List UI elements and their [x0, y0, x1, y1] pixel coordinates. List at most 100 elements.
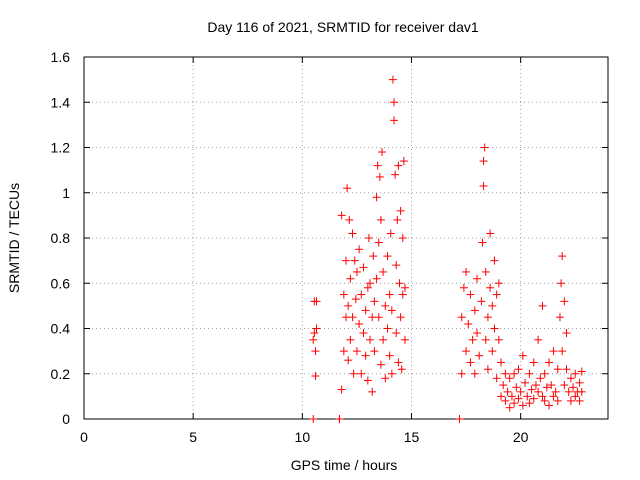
- data-point: [339, 290, 348, 299]
- data-points: [309, 75, 586, 423]
- data-point: [396, 313, 405, 322]
- data-point: [518, 401, 527, 410]
- data-point: [312, 324, 321, 333]
- data-point: [387, 369, 396, 378]
- x-axis-title: GPS time / hours: [291, 457, 398, 473]
- data-point: [527, 385, 536, 394]
- data-point: [562, 365, 571, 374]
- x-tick-label: 20: [513, 429, 529, 445]
- data-point: [507, 392, 516, 401]
- data-point: [473, 274, 481, 283]
- data-point: [400, 283, 409, 292]
- chart-title: Day 116 of 2021, SRMTID for receiver dav…: [207, 19, 479, 35]
- y-tick-label: 0.6: [51, 275, 71, 291]
- data-point: [457, 313, 466, 322]
- data-point: [459, 283, 468, 292]
- data-point: [392, 261, 401, 270]
- data-point: [497, 392, 506, 401]
- data-point: [396, 206, 405, 215]
- data-point: [510, 369, 519, 378]
- data-point: [549, 392, 558, 401]
- data-point: [501, 369, 510, 378]
- data-point: [525, 369, 534, 378]
- data-point: [569, 383, 578, 392]
- data-point: [368, 387, 377, 396]
- data-point: [376, 360, 385, 369]
- data-point: [342, 256, 350, 265]
- data-point: [386, 229, 395, 238]
- data-point: [558, 347, 567, 356]
- data-point: [370, 297, 379, 306]
- data-point: [477, 297, 486, 306]
- data-point: [355, 319, 364, 328]
- y-axis-title: SRMTID / TECUs: [6, 183, 22, 293]
- data-point: [462, 267, 471, 276]
- data-point: [488, 301, 497, 310]
- axis-ticks: 0 0.2 0.4 0.6 0.8 1 1.2 1.4 1.6 0 5 10 15 20: [51, 49, 608, 445]
- data-point: [466, 290, 475, 299]
- data-point: [400, 335, 409, 344]
- data-point: [399, 157, 408, 166]
- data-point: [575, 396, 584, 405]
- data-point: [577, 387, 586, 396]
- data-point: [501, 396, 510, 405]
- data-point: [510, 399, 519, 408]
- data-point: [395, 279, 404, 288]
- y-tick-label: 0: [62, 411, 70, 427]
- data-point: [374, 238, 383, 247]
- data-point: [339, 347, 348, 356]
- data-point: [351, 295, 360, 304]
- data-point: [462, 347, 471, 356]
- data-point: [478, 238, 487, 247]
- y-tick-label: 1.4: [51, 94, 71, 110]
- data-point: [383, 324, 392, 333]
- data-point: [483, 313, 492, 322]
- data-point: [494, 279, 503, 288]
- data-point: [566, 374, 575, 383]
- data-point: [494, 335, 503, 344]
- data-point: [549, 347, 558, 356]
- data-point: [555, 313, 564, 322]
- data-point: [505, 374, 514, 383]
- data-point: [483, 365, 492, 374]
- data-point: [536, 374, 545, 383]
- data-point: [374, 313, 383, 322]
- x-tick-label: 0: [80, 429, 88, 445]
- data-point: [349, 369, 358, 378]
- data-point: [352, 347, 361, 356]
- data-point: [531, 381, 540, 390]
- data-point: [558, 252, 567, 261]
- data-point: [345, 215, 354, 224]
- data-point: [486, 283, 495, 292]
- data-point: [503, 387, 512, 396]
- grid-lines: [84, 57, 608, 419]
- data-point: [518, 351, 527, 360]
- data-point: [343, 184, 352, 193]
- data-point: [392, 329, 401, 338]
- data-point: [376, 215, 385, 224]
- data-point: [390, 98, 399, 107]
- data-point: [394, 358, 403, 367]
- data-point: [551, 387, 560, 396]
- data-point: [571, 369, 580, 378]
- data-point: [387, 306, 396, 315]
- x-tick-label: 5: [189, 429, 197, 445]
- data-point: [355, 245, 364, 254]
- data-point: [562, 329, 571, 338]
- data-point: [383, 252, 392, 261]
- data-point: [379, 267, 388, 276]
- data-point: [357, 290, 366, 299]
- data-point: [545, 358, 554, 367]
- data-point: [457, 369, 466, 378]
- data-point: [516, 387, 525, 396]
- data-point: [397, 365, 406, 374]
- y-tick-label: 1.2: [51, 140, 71, 156]
- data-point: [479, 181, 488, 190]
- data-point: [361, 351, 370, 360]
- data-point: [344, 301, 353, 310]
- data-point: [363, 283, 372, 292]
- data-point: [309, 335, 318, 344]
- data-point: [346, 274, 355, 283]
- data-point: [466, 358, 475, 367]
